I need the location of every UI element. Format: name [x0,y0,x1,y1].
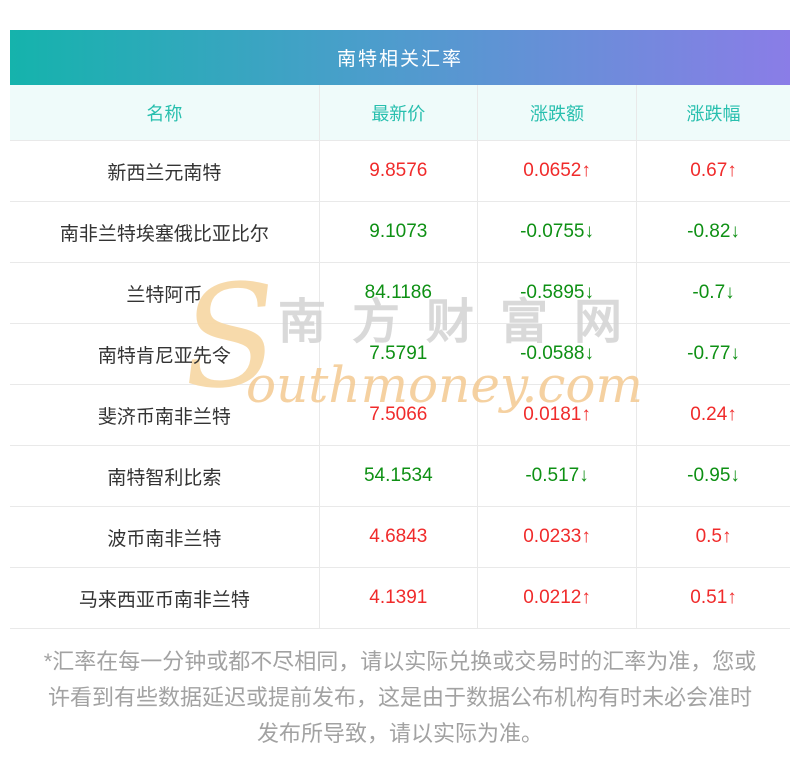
table-row: 南特智利比索 54.1534 -0.517↓ -0.95↓ [10,446,790,507]
latest-price: 84.1186 [364,282,432,303]
latest-price: 4.1391 [369,587,428,608]
cell-price: 9.8576 [320,141,478,201]
change-amount: -0.5895↓ [520,282,595,303]
column-header-pct-label: 涨跌幅 [686,103,741,124]
change-percent: -0.95↓ [687,465,740,486]
latest-price: 7.5066 [369,404,428,425]
cell-name: 兰特阿币 [10,263,320,323]
column-header-change-label: 涨跌额 [530,103,585,124]
cell-change: -0.0588↓ [478,324,638,384]
latest-price: 54.1534 [363,465,433,486]
change-percent: -0.7↓ [692,282,735,303]
column-header-price-label: 最新价 [371,103,426,124]
column-header-row: 名称 最新价 涨跌额 涨跌幅 [10,85,790,141]
cell-pct: 0.5↑ [637,507,790,567]
column-header-name: 名称 [10,85,320,140]
latest-price: 9.1073 [369,221,428,242]
cell-price: 84.1186 [320,263,478,323]
currency-pair-name: 斐济币南非兰特 [97,406,231,428]
cell-name: 南非兰特埃塞俄比亚比尔 [10,202,320,262]
change-percent: -0.82↓ [687,221,740,242]
cell-name: 南特肯尼亚先令 [10,324,320,384]
change-percent: 0.67↑ [690,160,737,181]
column-header-pct: 涨跌幅 [637,85,790,140]
currency-pair-name: 南特肯尼亚先令 [97,345,231,367]
footnote-line: 发布所导致，请以实际为准。 [256,721,543,746]
cell-change: 0.0212↑ [478,568,638,628]
cell-pct: -0.7↓ [637,263,790,323]
currency-pair-name: 南非兰特埃塞俄比亚比尔 [59,223,269,245]
change-amount: 0.0181↑ [523,404,591,425]
cell-price: 7.5066 [320,385,478,445]
cell-change: -0.5895↓ [478,263,638,323]
cell-price: 4.1391 [320,568,478,628]
change-amount: -0.0588↓ [520,343,595,364]
cell-price: 4.6843 [320,507,478,567]
cell-pct: -0.95↓ [637,446,790,506]
footnote-line: 许看到有些数据延迟或提前发布，这是由于数据公布机构有时未必会准时 [47,685,752,710]
table-title: 南特相关汇率 [336,49,463,70]
cell-change: 0.0181↑ [478,385,638,445]
table-row: 新西兰元南特 9.8576 0.0652↑ 0.67↑ [10,141,790,202]
column-header-price: 最新价 [320,85,478,140]
currency-pair-name: 马来西亚币南非兰特 [78,589,250,611]
rates-table: 南特相关汇率 名称 最新价 涨跌额 涨跌幅 新西兰元南特 9.8576 0.06… [10,30,790,629]
cell-name: 斐济币南非兰特 [10,385,320,445]
currency-pair-name: 波币南非兰特 [107,528,222,550]
cell-pct: 0.67↑ [637,141,790,201]
cell-price: 54.1534 [320,446,478,506]
cell-pct: 0.51↑ [637,568,790,628]
currency-pair-name: 南特智利比索 [107,467,222,489]
change-amount: 0.0233↑ [523,526,591,547]
column-header-change: 涨跌额 [478,85,638,140]
table-row: 南特肯尼亚先令 7.5791 -0.0588↓ -0.77↓ [10,324,790,385]
change-amount: -0.517↓ [525,465,589,486]
change-percent: 0.51↑ [690,587,737,608]
change-amount: 0.0212↑ [523,587,591,608]
cell-pct: -0.77↓ [637,324,790,384]
cell-name: 新西兰元南特 [10,141,320,201]
cell-name: 南特智利比索 [10,446,320,506]
currency-pair-name: 兰特阿币 [126,284,203,306]
cell-pct: -0.82↓ [637,202,790,262]
table-row: 波币南非兰特 4.6843 0.0233↑ 0.5↑ [10,507,790,568]
cell-change: 0.0233↑ [478,507,638,567]
cell-name: 波币南非兰特 [10,507,320,567]
cell-name: 马来西亚币南非兰特 [10,568,320,628]
latest-price: 4.6843 [369,526,428,547]
currency-pair-name: 新西兰元南特 [107,162,222,184]
change-percent: -0.77↓ [687,343,740,364]
cell-pct: 0.24↑ [637,385,790,445]
footnote: *汇率在每一分钟或都不尽相同，请以实际兑换或交易时的汇率为准，您或 许看到有些数… [0,644,800,752]
table-row: 马来西亚币南非兰特 4.1391 0.0212↑ 0.51↑ [10,568,790,629]
change-percent: 0.5↑ [695,526,732,547]
cell-change: 0.0652↑ [478,141,638,201]
column-header-name-label: 名称 [146,103,183,124]
change-amount: -0.0755↓ [520,221,595,242]
latest-price: 9.8576 [369,160,428,181]
cell-change: -0.517↓ [478,446,638,506]
cell-price: 7.5791 [320,324,478,384]
table-row: 斐济币南非兰特 7.5066 0.0181↑ 0.24↑ [10,385,790,446]
table-row: 南非兰特埃塞俄比亚比尔 9.1073 -0.0755↓ -0.82↓ [10,202,790,263]
table-title-bar: 南特相关汇率 [10,30,790,85]
cell-price: 9.1073 [320,202,478,262]
footnote-line: *汇率在每一分钟或都不尽相同，请以实际兑换或交易时的汇率为准，您或 [43,649,757,674]
latest-price: 7.5791 [369,343,428,364]
table-row: 兰特阿币 84.1186 -0.5895↓ -0.7↓ [10,263,790,324]
change-amount: 0.0652↑ [523,160,591,181]
cell-change: -0.0755↓ [478,202,638,262]
change-percent: 0.24↑ [690,404,737,425]
